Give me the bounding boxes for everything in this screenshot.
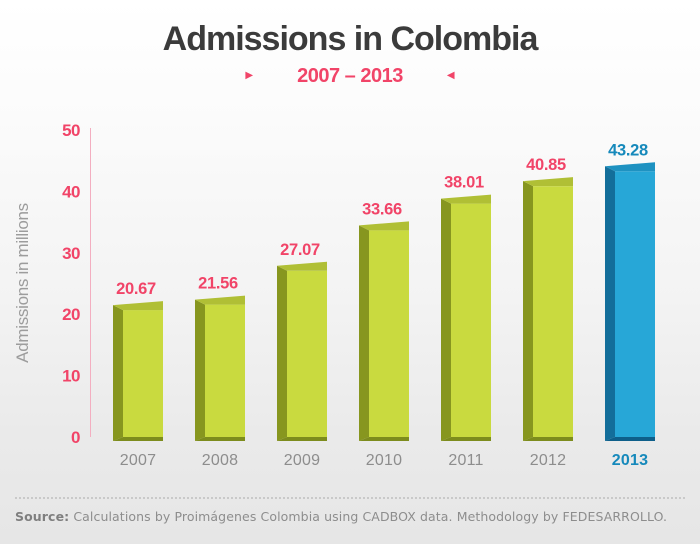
bar-2013: 43.28 2013 — [605, 141, 655, 469]
y-axis-title: Admissions in millions — [13, 203, 32, 363]
bar-2007: 20.67 2007 — [113, 280, 163, 469]
bar-left-face — [195, 299, 205, 441]
dotted-divider — [15, 497, 685, 499]
bar-bottom-face — [605, 437, 655, 441]
x-axis-label-2008: 2008 — [202, 452, 238, 469]
bar-value-label-2007: 20.67 — [116, 280, 156, 298]
bar-front-face — [369, 230, 409, 437]
bar-top-face — [359, 221, 409, 231]
bar-left-face — [113, 305, 123, 441]
bar-front-face — [451, 203, 491, 437]
x-axis-label-2007: 2007 — [120, 452, 156, 469]
x-axis-label-2013: 2013 — [612, 452, 648, 469]
bar-2009: 27.07 2009 — [277, 241, 327, 469]
chart-subtitle: 2007 – 2013 — [297, 64, 403, 87]
y-axis-tick-30: 30 — [62, 244, 80, 263]
bar-front-face — [287, 270, 327, 437]
bar-left-face — [441, 198, 451, 441]
left-triangle-icon: ◀ — [446, 70, 455, 82]
bar-top-face — [605, 162, 655, 172]
bar-value-label-2013: 43.28 — [608, 141, 648, 159]
bar-bottom-face — [359, 437, 409, 441]
bar-top-face — [523, 177, 573, 187]
x-axis-label-2012: 2012 — [530, 452, 566, 469]
bar-left-face — [277, 265, 287, 441]
bar-front-face — [123, 310, 163, 437]
bar-left-face — [523, 181, 533, 441]
x-axis-label-2009: 2009 — [284, 452, 320, 469]
bar-top-face — [441, 194, 491, 204]
bar-front-face — [205, 304, 245, 437]
bar-bottom-face — [441, 437, 491, 441]
bar-left-face — [359, 225, 369, 441]
bar-2010: 33.66 2010 — [359, 200, 409, 469]
bar-bottom-face — [523, 437, 573, 441]
x-axis-label-2011: 2011 — [448, 452, 483, 469]
bar-left-face — [605, 166, 615, 441]
bar-top-face — [277, 261, 327, 271]
chart-title: Admissions in Colombia — [162, 20, 539, 58]
bar-value-label-2009: 27.07 — [280, 241, 320, 259]
y-axis-tick-40: 40 — [62, 182, 80, 201]
source-label: Source: — [15, 509, 70, 524]
bar-value-label-2008: 21.56 — [198, 275, 238, 293]
bar-value-label-2012: 40.85 — [526, 156, 566, 174]
bar-2012: 40.85 2012 — [523, 156, 573, 469]
bar-front-face — [615, 171, 655, 437]
y-axis-tick-0: 0 — [71, 428, 80, 447]
footer: Source: Calculations by Proimágenes Colo… — [0, 497, 700, 544]
right-triangle-icon: ▶ — [245, 70, 254, 82]
bar-top-face — [113, 301, 163, 311]
bar-value-label-2010: 33.66 — [362, 200, 402, 218]
y-axis-tick-50: 50 — [62, 121, 80, 140]
x-axis-label-2010: 2010 — [366, 452, 402, 469]
source-note: Source: Calculations by Proimágenes Colo… — [15, 509, 685, 524]
bar-2011: 38.01 2011 — [441, 174, 491, 469]
chart-header: Admissions in Colombia ▶ 2007 – 2013 ◀ — [0, 0, 700, 88]
bar-front-face — [533, 186, 573, 437]
bar-bottom-face — [195, 437, 245, 441]
bar-top-face — [195, 295, 245, 305]
source-text: Calculations by Proimágenes Colombia usi… — [69, 509, 668, 524]
y-axis-tick-10: 10 — [62, 367, 80, 386]
chart-subtitle-row: ▶ 2007 – 2013 ◀ — [0, 65, 700, 88]
bar-value-label-2011: 38.01 — [444, 174, 484, 192]
bar-bottom-face — [113, 437, 163, 441]
y-axis-tick-20: 20 — [62, 305, 80, 324]
bar-bottom-face — [277, 437, 327, 441]
bar-2008: 21.56 2008 — [195, 275, 245, 469]
